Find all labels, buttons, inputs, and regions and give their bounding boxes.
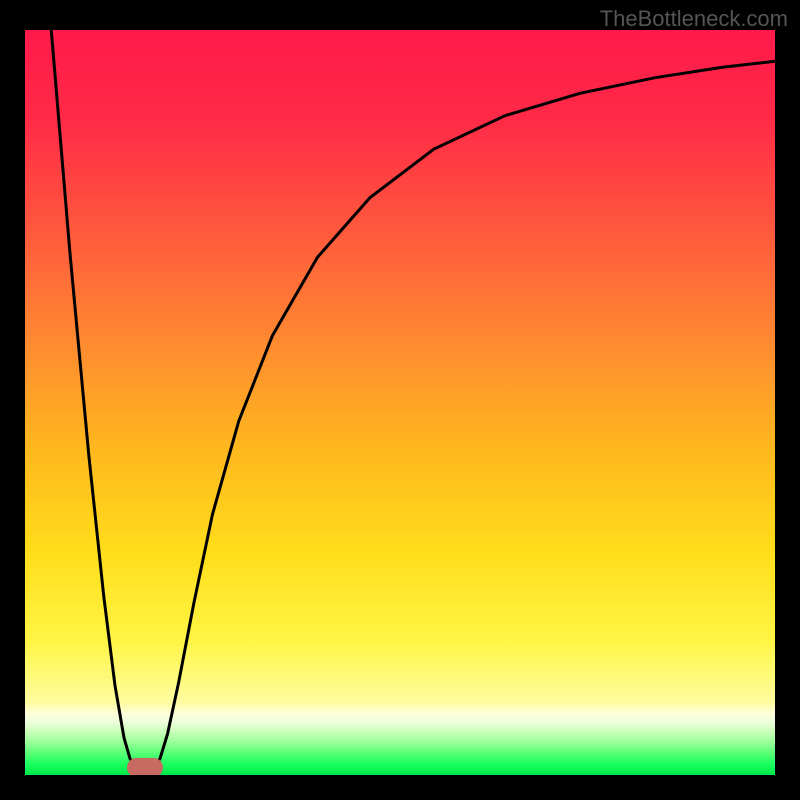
- min-marker: [127, 758, 163, 775]
- watermark-text: TheBottleneck.com: [600, 6, 788, 32]
- chart-container: TheBottleneck.com: [0, 0, 800, 800]
- gradient-background: [25, 30, 775, 775]
- plot-area: [25, 30, 775, 775]
- chart-svg: [25, 30, 775, 775]
